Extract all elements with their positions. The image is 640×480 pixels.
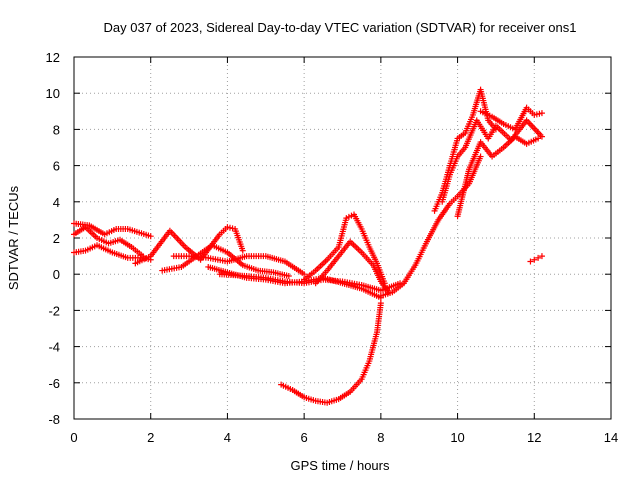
x-tick-label: 14 bbox=[604, 430, 618, 445]
data-point bbox=[535, 254, 542, 261]
series-dip bbox=[278, 300, 384, 406]
x-tick-label: 8 bbox=[377, 430, 384, 445]
y-tick-label: -2 bbox=[48, 303, 60, 318]
y-tick-label: 0 bbox=[53, 267, 60, 282]
data-point bbox=[301, 271, 308, 278]
series-wave-c bbox=[170, 253, 308, 278]
series-layer bbox=[71, 86, 545, 406]
y-tick-label: 6 bbox=[53, 159, 60, 174]
data-point bbox=[535, 135, 542, 142]
data-point bbox=[377, 300, 384, 307]
data-point bbox=[285, 273, 292, 280]
series-late bbox=[477, 104, 545, 133]
y-tick-label: -6 bbox=[48, 376, 60, 391]
y-axis-label: SDTVAR / TECUs bbox=[6, 185, 21, 290]
x-tick-label: 10 bbox=[450, 430, 464, 445]
x-tick-label: 0 bbox=[70, 430, 77, 445]
data-point bbox=[147, 233, 154, 240]
series-arc-7b bbox=[312, 238, 392, 296]
data-point bbox=[538, 110, 545, 117]
series-late-low bbox=[454, 133, 542, 220]
tick-label-layer: 0 2 4 6 8 10 12 14 -8 -6 -4 -2 0 2 4 6 8 10 12 bbox=[46, 50, 619, 445]
axis-layer bbox=[73, 56, 612, 420]
data-point bbox=[239, 247, 246, 254]
series-arc-7 bbox=[301, 211, 388, 287]
data-point bbox=[538, 253, 545, 260]
y-tick-label: 12 bbox=[46, 50, 60, 65]
series-tail bbox=[527, 253, 545, 265]
data-point bbox=[477, 153, 484, 160]
x-tick-label: 4 bbox=[224, 430, 231, 445]
x-axis-label: GPS time / hours bbox=[291, 458, 390, 473]
x-tick-label: 6 bbox=[301, 430, 308, 445]
data-point bbox=[527, 258, 534, 265]
data-point bbox=[531, 256, 538, 263]
x-tick-label: 2 bbox=[147, 430, 154, 445]
y-tick-label: 4 bbox=[53, 195, 60, 210]
data-point bbox=[538, 133, 545, 140]
y-tick-label: -8 bbox=[48, 412, 60, 427]
series-early-low bbox=[71, 242, 154, 263]
series-early-band bbox=[71, 220, 154, 240]
series-rise-spread bbox=[439, 117, 545, 205]
y-tick-label: 8 bbox=[53, 122, 60, 137]
chart-title: Day 037 of 2023, Sidereal Day-to-day VTE… bbox=[103, 20, 576, 35]
y-tick-label: -4 bbox=[48, 340, 60, 355]
y-tick-label: 2 bbox=[53, 231, 60, 246]
y-tick-label: 10 bbox=[46, 86, 60, 101]
x-tick-label: 12 bbox=[527, 430, 541, 445]
series-rise bbox=[377, 153, 484, 299]
